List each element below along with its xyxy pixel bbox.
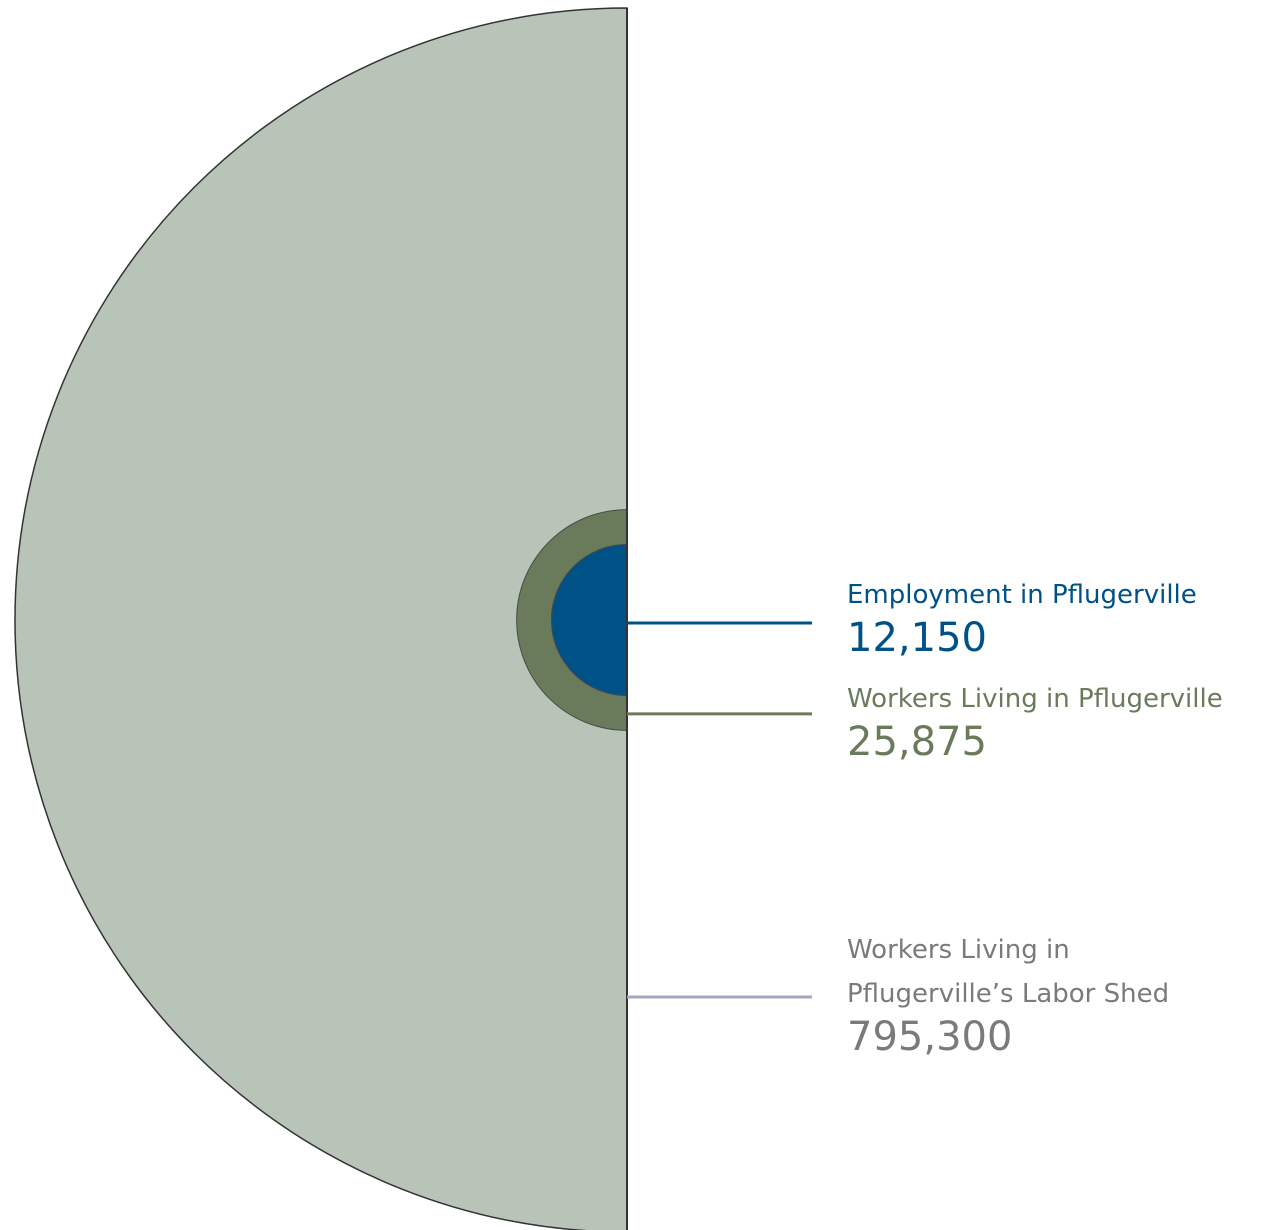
series-name-0-line-1: Pflugerville’s Labor Shed [847, 979, 1169, 1009]
leader-line-layer [627, 621, 812, 999]
series-name-0-line-0: Workers Living in [847, 935, 1070, 965]
semicircle-layer [14, 7, 628, 1230]
label-layer: Workers Living in Pflugerville’s Labor Sh… [847, 580, 1223, 1060]
series-name-1-line-0: Workers Living in Pflugerville [847, 684, 1223, 714]
semicircle-2 [550, 543, 628, 697]
semicircle-0 [14, 7, 628, 1230]
series-value-2: 12,150 [847, 615, 987, 661]
series-name-2-line-0: Employment in Pflugerville [847, 580, 1197, 610]
series-value-1: 25,875 [847, 719, 987, 765]
series-value-0: 795,300 [847, 1014, 1012, 1060]
